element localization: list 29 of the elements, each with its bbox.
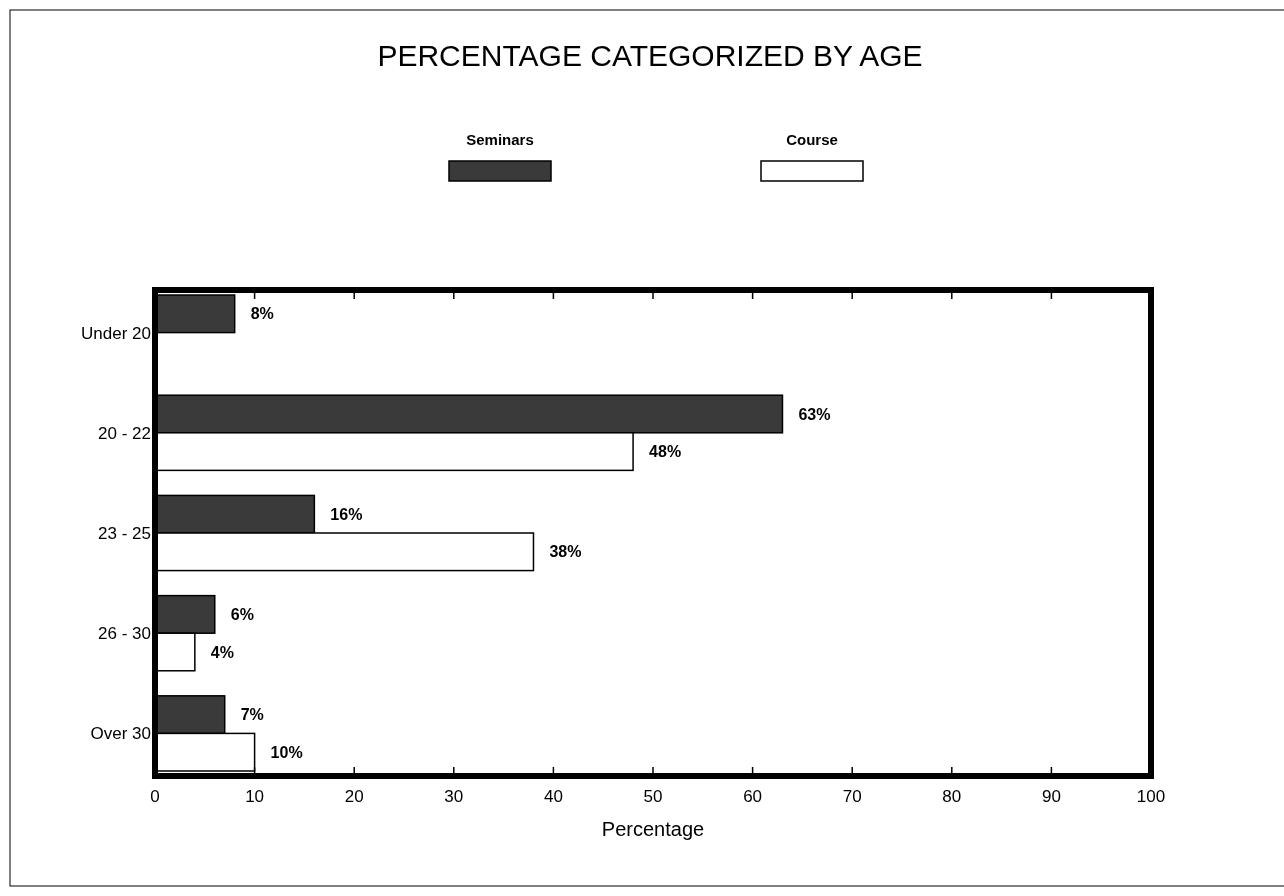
data-label: 63% <box>798 405 831 423</box>
x-tick-label: 30 <box>444 787 464 806</box>
data-label: 7% <box>240 706 264 724</box>
x-tick-label: 60 <box>743 787 763 806</box>
x-axis-title: Percentage <box>601 818 705 840</box>
chart-title: PERCENTAGE CATEGORIZED BY AGE <box>377 39 923 72</box>
x-tick-label: 100 <box>1136 787 1166 806</box>
y-tick-label: 26 - 30 <box>98 624 151 644</box>
y-tick-label: 20 - 22 <box>98 423 151 443</box>
y-tick-label: Over 30 <box>90 724 151 744</box>
x-tick-label: 20 <box>344 787 364 806</box>
text: Course <box>786 131 838 148</box>
data-label: 10% <box>270 743 303 761</box>
data-label: 6% <box>230 606 254 624</box>
x-tick-label: 70 <box>842 787 862 806</box>
x-tick-label: 40 <box>543 787 563 806</box>
data-label: 16% <box>330 505 363 523</box>
text: Seminars <box>466 131 534 148</box>
x-tick-label: 50 <box>643 787 663 806</box>
x-tick-label: 10 <box>245 787 265 806</box>
y-tick-label: 23 - 25 <box>98 523 151 543</box>
y-tick-label: Under 20 <box>81 323 151 343</box>
data-label: 4% <box>210 643 234 661</box>
x-tick-label: 0 <box>150 787 160 806</box>
data-label: 8% <box>250 305 274 323</box>
data-label: 38% <box>549 543 582 561</box>
x-tick-label: 80 <box>942 787 962 806</box>
data-label: 48% <box>649 443 682 461</box>
x-tick-label: 90 <box>1041 787 1061 806</box>
